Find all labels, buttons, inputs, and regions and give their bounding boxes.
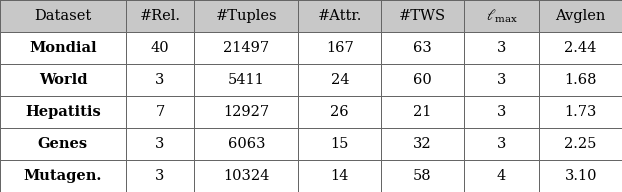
Bar — [0, 32, 126, 64]
Bar — [381, 32, 464, 64]
Bar — [539, 160, 622, 192]
Text: 58: 58 — [413, 169, 432, 183]
Text: #Tuples: #Tuples — [215, 9, 277, 23]
Bar — [299, 160, 381, 192]
Text: Mondial: Mondial — [29, 41, 97, 55]
Text: 32: 32 — [413, 137, 432, 151]
Bar — [0, 128, 126, 160]
Bar — [539, 64, 622, 96]
Bar — [126, 64, 194, 96]
Bar — [0, 0, 126, 32]
Text: $\ell_{\mathrm{max}}$: $\ell_{\mathrm{max}}$ — [486, 7, 518, 25]
Bar — [194, 96, 299, 128]
Text: 26: 26 — [330, 105, 349, 119]
Text: Avglen: Avglen — [555, 9, 606, 23]
Bar — [299, 128, 381, 160]
Text: 2.25: 2.25 — [565, 137, 597, 151]
Text: 3: 3 — [497, 73, 506, 87]
Bar — [194, 0, 299, 32]
Bar — [381, 128, 464, 160]
Bar — [381, 96, 464, 128]
Bar — [126, 128, 194, 160]
Text: 3: 3 — [156, 73, 165, 87]
Bar — [194, 128, 299, 160]
Text: 3: 3 — [156, 169, 165, 183]
Bar — [464, 160, 539, 192]
Bar — [381, 64, 464, 96]
Text: 3: 3 — [497, 137, 506, 151]
Bar — [126, 160, 194, 192]
Text: Dataset: Dataset — [34, 9, 91, 23]
Bar — [464, 128, 539, 160]
Bar — [299, 32, 381, 64]
Bar — [539, 32, 622, 64]
Text: 2.44: 2.44 — [565, 41, 597, 55]
Text: 3: 3 — [497, 41, 506, 55]
Text: World: World — [39, 73, 87, 87]
Bar — [0, 160, 126, 192]
Text: Hepatitis: Hepatitis — [25, 105, 101, 119]
Text: 63: 63 — [413, 41, 432, 55]
Text: 14: 14 — [330, 169, 349, 183]
Text: 5411: 5411 — [228, 73, 264, 87]
Text: 167: 167 — [326, 41, 354, 55]
Bar — [539, 128, 622, 160]
Bar — [381, 160, 464, 192]
Text: 3.10: 3.10 — [564, 169, 597, 183]
Bar — [126, 0, 194, 32]
Bar — [0, 64, 126, 96]
Bar — [539, 0, 622, 32]
Text: 24: 24 — [330, 73, 349, 87]
Bar — [194, 160, 299, 192]
Text: 6063: 6063 — [228, 137, 265, 151]
Text: 21497: 21497 — [223, 41, 269, 55]
Text: #TWS: #TWS — [399, 9, 446, 23]
Text: 21: 21 — [413, 105, 432, 119]
Text: 12927: 12927 — [223, 105, 269, 119]
Bar — [299, 0, 381, 32]
Bar — [194, 64, 299, 96]
Bar — [299, 64, 381, 96]
Bar — [299, 96, 381, 128]
Text: 40: 40 — [151, 41, 169, 55]
Text: 3: 3 — [156, 137, 165, 151]
Bar — [464, 32, 539, 64]
Bar — [464, 96, 539, 128]
Text: 1.73: 1.73 — [565, 105, 597, 119]
Text: 10324: 10324 — [223, 169, 269, 183]
Bar — [381, 0, 464, 32]
Bar — [0, 96, 126, 128]
Text: 7: 7 — [156, 105, 165, 119]
Text: 3: 3 — [497, 105, 506, 119]
Text: 15: 15 — [330, 137, 349, 151]
Bar — [464, 0, 539, 32]
Text: #Rel.: #Rel. — [139, 9, 180, 23]
Text: Genes: Genes — [38, 137, 88, 151]
Bar — [126, 96, 194, 128]
Bar — [539, 96, 622, 128]
Text: 4: 4 — [497, 169, 506, 183]
Bar — [464, 64, 539, 96]
Bar — [126, 32, 194, 64]
Text: Mutagen.: Mutagen. — [24, 169, 102, 183]
Text: 60: 60 — [413, 73, 432, 87]
Text: 1.68: 1.68 — [564, 73, 597, 87]
Text: #Attr.: #Attr. — [318, 9, 362, 23]
Bar — [194, 32, 299, 64]
